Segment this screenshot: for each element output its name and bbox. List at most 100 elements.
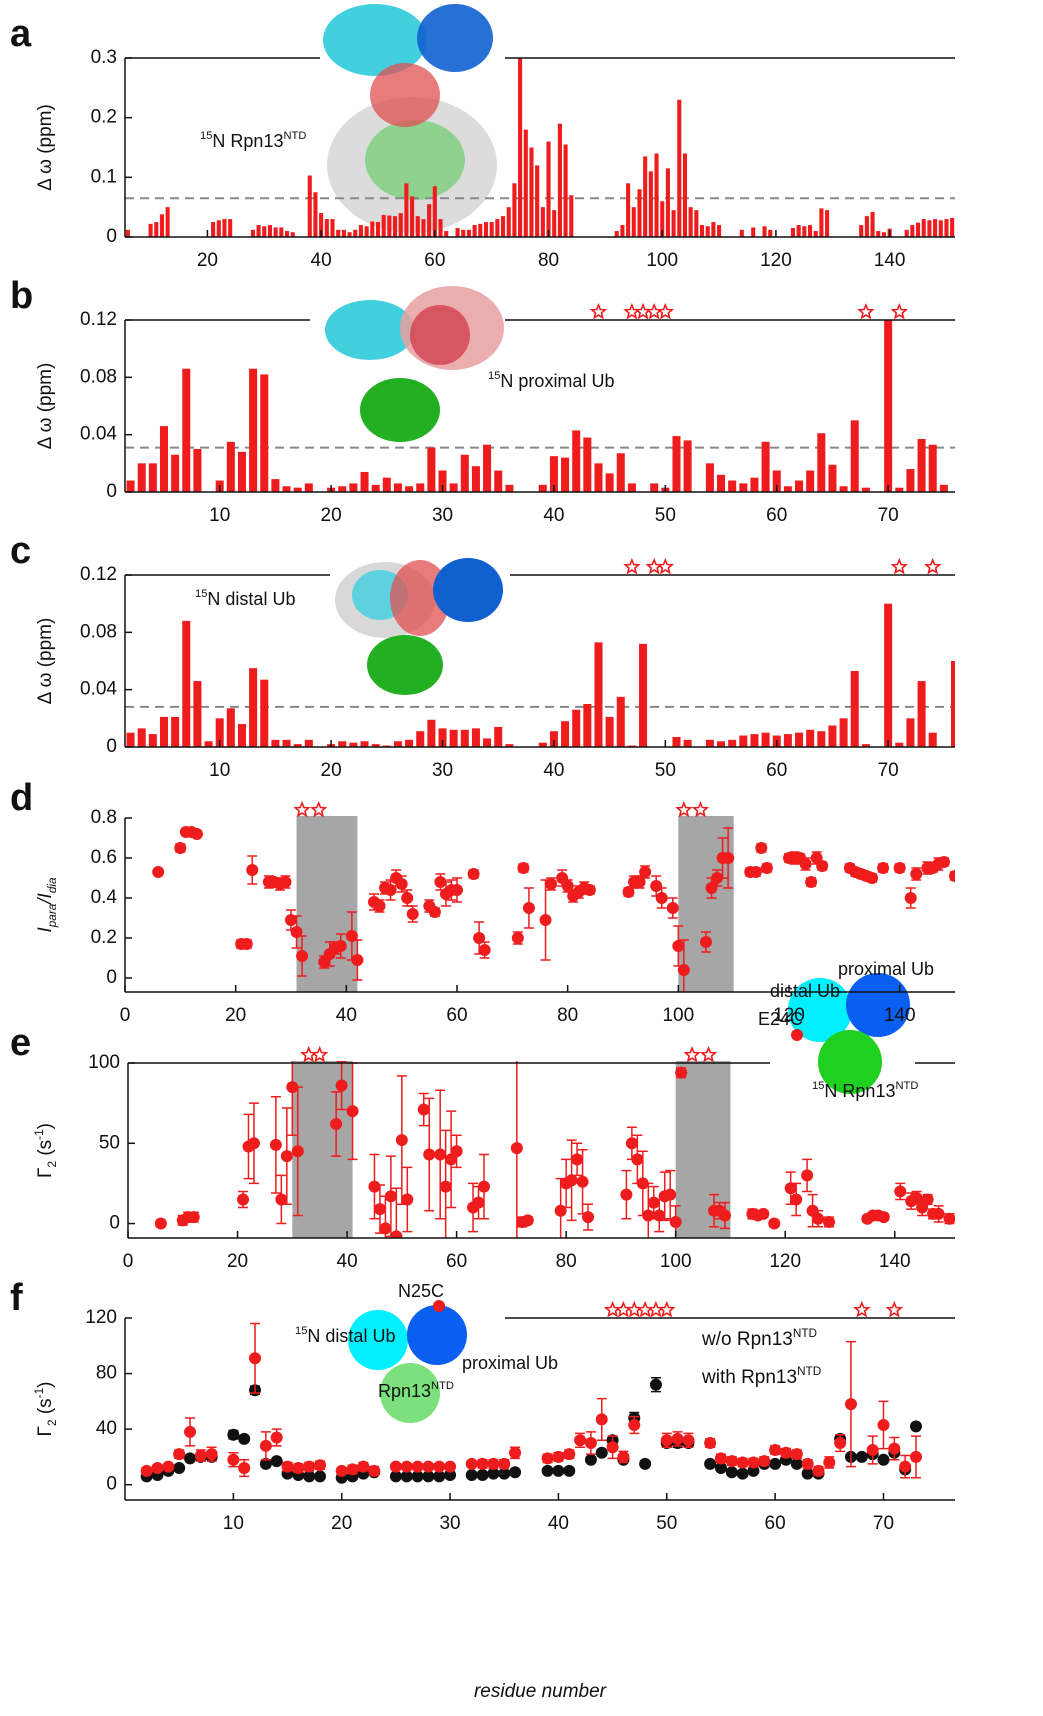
label-part: Rpn13 bbox=[378, 1381, 431, 1401]
point bbox=[554, 1204, 567, 1217]
point bbox=[541, 1452, 554, 1465]
point bbox=[899, 1460, 912, 1473]
bar bbox=[884, 603, 893, 747]
point bbox=[769, 1443, 782, 1456]
point bbox=[949, 870, 955, 882]
point bbox=[650, 880, 663, 892]
point bbox=[473, 932, 486, 944]
y-axis-label: Γ2 (s-1) bbox=[33, 1382, 59, 1437]
plot-area bbox=[152, 816, 955, 992]
x-tick-label: 10 bbox=[223, 1513, 244, 1534]
star bbox=[890, 557, 909, 575]
bar bbox=[421, 219, 426, 237]
point bbox=[498, 1467, 511, 1480]
bar bbox=[561, 457, 570, 492]
bar bbox=[739, 735, 748, 747]
x-tick-label: 50 bbox=[655, 760, 676, 781]
bar bbox=[650, 483, 659, 492]
point bbox=[292, 1462, 305, 1475]
point bbox=[718, 1209, 731, 1222]
point bbox=[582, 1211, 595, 1224]
x-tick-label: 10 bbox=[209, 505, 230, 526]
bar bbox=[495, 219, 500, 237]
label-part: 15 bbox=[488, 370, 500, 382]
bar bbox=[552, 210, 557, 237]
point bbox=[373, 1203, 386, 1216]
bar bbox=[928, 444, 937, 492]
label-part: 15 bbox=[812, 1080, 824, 1092]
annotation: proximal Ub bbox=[462, 1353, 558, 1373]
x-tick-label: 70 bbox=[873, 1513, 894, 1534]
point bbox=[511, 932, 524, 944]
bar bbox=[171, 716, 180, 747]
point bbox=[303, 1470, 316, 1483]
bar bbox=[489, 222, 494, 237]
panel-letter: d bbox=[10, 777, 33, 819]
panel-letter: a bbox=[10, 13, 32, 55]
bar bbox=[751, 227, 756, 237]
point bbox=[677, 964, 690, 976]
point bbox=[476, 1457, 489, 1470]
y-tick-label: 0 bbox=[106, 736, 117, 757]
point bbox=[910, 868, 923, 880]
panel-letter: c bbox=[10, 530, 31, 572]
legend-entry: w/o Rpn13NTD bbox=[701, 1327, 817, 1350]
bar bbox=[267, 225, 273, 237]
annotation: distal Ub bbox=[770, 981, 840, 1001]
bar bbox=[921, 219, 926, 237]
point bbox=[757, 1207, 770, 1220]
bar bbox=[864, 216, 869, 237]
point bbox=[574, 1434, 587, 1447]
bar bbox=[639, 643, 648, 747]
bar bbox=[260, 679, 269, 747]
bar bbox=[404, 183, 409, 237]
point bbox=[314, 1459, 327, 1472]
point bbox=[296, 950, 309, 962]
bar bbox=[494, 726, 503, 747]
star bbox=[310, 1045, 329, 1063]
point bbox=[816, 860, 829, 872]
point bbox=[357, 1460, 370, 1473]
point bbox=[636, 1177, 649, 1190]
bar bbox=[795, 732, 804, 747]
label-part: NTD bbox=[793, 1327, 817, 1340]
label-part: -1 bbox=[33, 1388, 46, 1398]
point bbox=[539, 914, 552, 926]
bar bbox=[705, 739, 714, 747]
bar bbox=[614, 231, 619, 237]
point bbox=[411, 1460, 424, 1473]
bar bbox=[806, 729, 815, 747]
bar bbox=[699, 225, 705, 237]
point bbox=[736, 1467, 749, 1480]
y-tick-label: 0.8 bbox=[91, 807, 117, 828]
bar bbox=[861, 487, 870, 492]
label-part: N distal Ub bbox=[307, 1326, 395, 1346]
bar bbox=[906, 469, 915, 492]
point bbox=[801, 1457, 814, 1470]
label-part: 2 bbox=[46, 1419, 59, 1426]
bar bbox=[461, 229, 466, 237]
point bbox=[450, 1145, 463, 1158]
point bbox=[303, 1460, 316, 1473]
bar bbox=[438, 728, 447, 747]
point bbox=[237, 1193, 250, 1206]
y-tick-label: 80 bbox=[96, 1363, 117, 1384]
plot-area bbox=[140, 1322, 922, 1484]
point bbox=[476, 1468, 489, 1481]
bar bbox=[375, 222, 381, 237]
point bbox=[736, 1456, 749, 1469]
star bbox=[636, 1300, 654, 1318]
x-tick-label: 40 bbox=[311, 250, 332, 271]
point bbox=[576, 1175, 589, 1188]
bar bbox=[672, 736, 681, 747]
bar bbox=[688, 207, 693, 237]
bar bbox=[677, 99, 682, 237]
bar bbox=[672, 436, 681, 492]
y-tick-label: 100 bbox=[88, 1052, 120, 1073]
bar bbox=[772, 470, 781, 492]
bar bbox=[256, 225, 261, 237]
bar bbox=[483, 222, 489, 237]
bar bbox=[549, 731, 558, 747]
bar bbox=[466, 229, 471, 237]
structure-c bbox=[335, 558, 503, 695]
